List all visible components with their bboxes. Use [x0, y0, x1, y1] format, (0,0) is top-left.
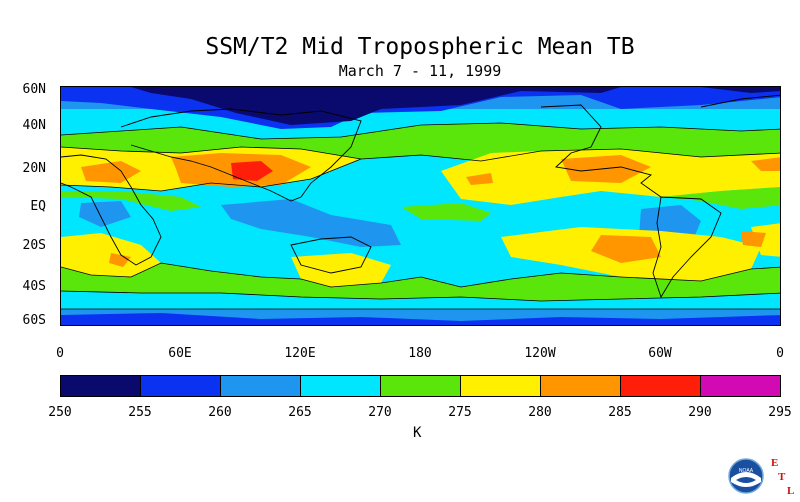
colorbar-swatch-275-280 — [461, 376, 541, 396]
lon-label-0-left: 0 — [56, 346, 64, 361]
logo-letter-l: L — [787, 485, 794, 497]
map-subtitle: March 7 - 11, 1999 — [338, 62, 502, 80]
colorbar-swatch-270-275 — [381, 376, 461, 396]
colorbar-units: K — [413, 425, 422, 441]
noaa-etl-logo: NOAA E T L — [728, 452, 798, 498]
colorbar-swatch-290-295 — [701, 376, 780, 396]
colorbar — [60, 375, 781, 397]
logo-letter-t: T — [778, 471, 786, 483]
colorbar-tick-270: 270 — [368, 405, 392, 420]
colorbar-swatch-265-270 — [301, 376, 381, 396]
colorbar-swatch-280-285 — [541, 376, 621, 396]
lat-label-60s: 60S — [22, 313, 46, 328]
map-title: SSM/T2 Mid Tropospheric Mean TB — [205, 34, 635, 60]
logo-letter-e: E — [771, 457, 778, 469]
lon-label-180: 180 — [408, 346, 432, 361]
colorbar-swatch-260-265 — [221, 376, 301, 396]
colorbar-swatch-255-260 — [141, 376, 221, 396]
lat-label-40s: 40S — [22, 279, 46, 294]
lon-label-120e: 120E — [284, 346, 316, 361]
lon-label-0-right: 0 — [776, 346, 784, 361]
lat-label-20n: 20N — [22, 161, 46, 176]
colorbar-tick-275: 275 — [448, 405, 472, 420]
colorbar-tick-250: 250 — [48, 405, 72, 420]
lon-label-60w: 60W — [648, 346, 672, 361]
lat-label-60n: 60N — [22, 82, 46, 97]
lat-label-20s: 20S — [22, 238, 46, 253]
colorbar-tick-290: 290 — [688, 405, 712, 420]
temperature-map — [60, 86, 781, 326]
map-fields — [61, 87, 780, 325]
colorbar-tick-260: 260 — [208, 405, 232, 420]
colorbar-tick-265: 265 — [288, 405, 312, 420]
lat-label-eq: EQ — [30, 199, 46, 214]
colorbar-tick-255: 255 — [128, 405, 152, 420]
colorbar-tick-280: 280 — [528, 405, 552, 420]
logo-agency-text: NOAA — [739, 468, 754, 474]
colorbar-swatch-285-290 — [621, 376, 701, 396]
lat-label-40n: 40N — [22, 118, 46, 133]
colorbar-tick-285: 285 — [608, 405, 632, 420]
lon-label-60e: 60E — [168, 346, 192, 361]
lon-label-120w: 120W — [524, 346, 556, 361]
colorbar-tick-295: 295 — [768, 405, 792, 420]
colorbar-swatch-250-255 — [61, 376, 141, 396]
